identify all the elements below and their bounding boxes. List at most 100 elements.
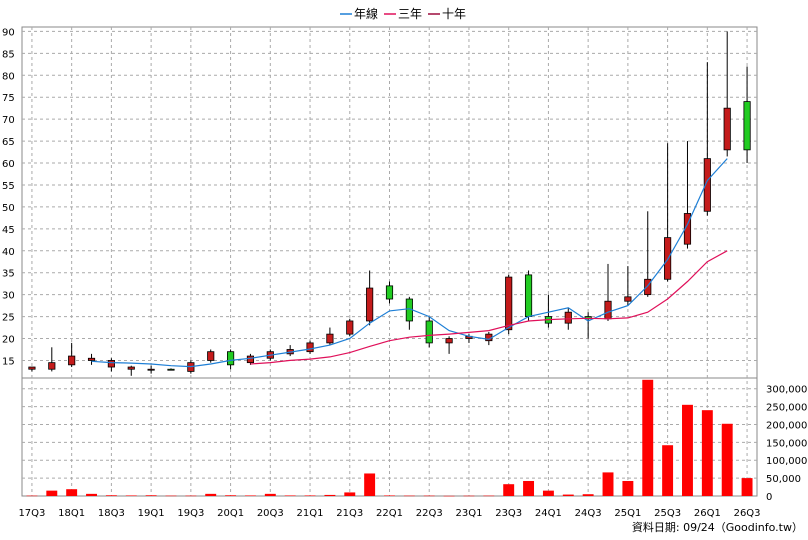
candle bbox=[147, 365, 155, 374]
volume-bar bbox=[105, 495, 117, 496]
volume-bar bbox=[523, 480, 535, 496]
volume-bar bbox=[721, 423, 733, 496]
price-tick-label: 55 bbox=[2, 181, 15, 192]
candle bbox=[127, 365, 135, 376]
volume-bar bbox=[225, 495, 237, 496]
candle bbox=[405, 296, 413, 330]
x-tick-label: 18Q3 bbox=[98, 508, 125, 519]
moving-average-lines bbox=[91, 158, 728, 368]
candle bbox=[28, 366, 36, 372]
candle bbox=[326, 327, 334, 346]
candle bbox=[664, 143, 672, 282]
price-tick-label: 65 bbox=[2, 137, 15, 148]
candle-body bbox=[68, 355, 76, 366]
price-tick-label: 75 bbox=[2, 93, 15, 104]
x-tick-label: 24Q1 bbox=[535, 508, 562, 519]
volume-tick-label: 100,000 bbox=[766, 456, 807, 467]
price-tick-label: 15 bbox=[2, 356, 15, 367]
candle-body bbox=[624, 296, 632, 302]
volume-bars bbox=[26, 379, 753, 497]
x-tick-label: 25Q3 bbox=[654, 508, 681, 519]
candle-body bbox=[445, 338, 453, 344]
x-tick-label: 18Q1 bbox=[58, 508, 85, 519]
candle bbox=[68, 342, 76, 368]
grid bbox=[22, 27, 757, 496]
volume-bar bbox=[701, 410, 713, 496]
candle-body bbox=[107, 360, 115, 368]
series-line bbox=[91, 158, 728, 368]
candle bbox=[703, 62, 711, 216]
candle bbox=[286, 345, 294, 357]
candle bbox=[207, 349, 215, 363]
volume-bar bbox=[463, 495, 475, 497]
candle-body bbox=[28, 366, 36, 370]
volume-tick-label: 50,000 bbox=[766, 474, 801, 485]
volume-bar bbox=[86, 493, 97, 496]
x-tick-label: 23Q3 bbox=[495, 508, 522, 519]
volume-bar bbox=[284, 495, 296, 496]
series-line bbox=[250, 250, 728, 365]
price-tick-label: 35 bbox=[2, 269, 15, 280]
volume-bar bbox=[145, 495, 157, 496]
price-tick-label: 40 bbox=[2, 247, 15, 258]
price-tick-label: 25 bbox=[2, 313, 15, 324]
candle bbox=[624, 266, 632, 306]
volume-bar bbox=[264, 493, 276, 496]
candle-body bbox=[524, 274, 533, 317]
candle bbox=[366, 270, 374, 326]
volume-bar bbox=[562, 494, 574, 496]
volume-bar bbox=[165, 495, 177, 497]
x-tick-label: 19Q3 bbox=[177, 508, 204, 519]
candle bbox=[584, 312, 592, 339]
price-tick-label: 85 bbox=[2, 49, 15, 60]
x-axis-ticks: 17Q3 18Q1 18Q3 19Q1 19Q3 20Q1 20Q3 21Q1 21Q3 22Q1… bbox=[18, 508, 760, 519]
volume-tick-label: 150,000 bbox=[766, 438, 807, 449]
volume-bar bbox=[403, 495, 415, 497]
volume-bar bbox=[682, 404, 693, 496]
candle-body bbox=[385, 285, 394, 300]
candle-body bbox=[505, 276, 513, 331]
volume-bar bbox=[185, 495, 197, 497]
candle bbox=[743, 66, 751, 164]
candle-body bbox=[703, 158, 711, 212]
candle bbox=[683, 141, 692, 249]
volume-tick-label: 250,000 bbox=[766, 403, 807, 414]
candle-body bbox=[326, 333, 334, 344]
volume-bar bbox=[542, 490, 554, 496]
x-tick-label: 17Q3 bbox=[18, 508, 45, 519]
x-tick-label: 20Q3 bbox=[257, 508, 284, 519]
volume-tick-label: 0 bbox=[766, 492, 772, 503]
price-axis-ticks: 15 20 25 30 35 40 45 50 55 60 65 70 75 80 85 90 bbox=[2, 27, 15, 367]
candle bbox=[107, 358, 115, 372]
volume-bar bbox=[582, 494, 594, 496]
x-tick-label: 24Q3 bbox=[575, 508, 602, 519]
x-tick-label: 21Q1 bbox=[297, 508, 324, 519]
candle-body bbox=[246, 355, 255, 364]
x-tick-label: 25Q1 bbox=[614, 508, 641, 519]
candle bbox=[87, 353, 96, 365]
volume-bar bbox=[66, 489, 78, 496]
price-tick-label: 60 bbox=[2, 159, 15, 170]
volume-bar bbox=[443, 495, 455, 497]
candle-body bbox=[227, 351, 235, 366]
candle bbox=[306, 340, 314, 354]
price-tick-label: 45 bbox=[2, 225, 15, 236]
legend-label: 十年 bbox=[442, 7, 466, 21]
candle-body bbox=[127, 366, 135, 370]
candle-body bbox=[207, 351, 215, 361]
volume-bar bbox=[483, 495, 495, 497]
volume-bar bbox=[205, 493, 217, 496]
volume-bar bbox=[384, 495, 395, 496]
x-tick-label: 22Q3 bbox=[416, 508, 443, 519]
candle bbox=[644, 211, 652, 297]
x-tick-label: 22Q1 bbox=[376, 508, 403, 519]
volume-bar bbox=[741, 478, 753, 496]
volume-bar bbox=[125, 495, 137, 496]
candle-body bbox=[564, 311, 572, 324]
x-tick-label: 26Q3 bbox=[734, 508, 761, 519]
volume-tick-label: 200,000 bbox=[766, 420, 807, 431]
volume-bar bbox=[344, 492, 356, 496]
volume-bar bbox=[622, 480, 634, 496]
candle-body bbox=[723, 107, 731, 151]
candle-body bbox=[644, 278, 652, 296]
